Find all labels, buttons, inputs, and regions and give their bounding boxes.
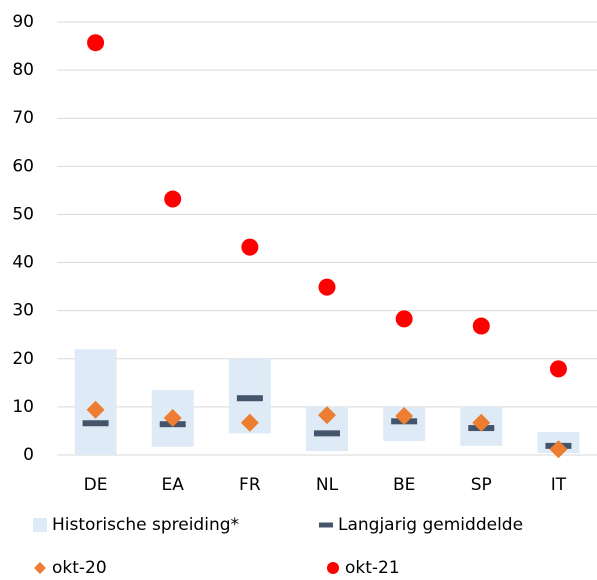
circle-marker: [472, 317, 490, 335]
x-tick-label: NL: [316, 475, 339, 495]
x-tick-label: DE: [84, 475, 108, 495]
x-tick-label: FR: [239, 475, 261, 495]
y-tick-label: 50: [12, 204, 34, 224]
y-tick-label: 10: [12, 397, 34, 417]
y-tick-label: 0: [23, 445, 34, 465]
average-dash: [82, 420, 109, 427]
circle-marker: [395, 310, 413, 328]
y-tick-label: 70: [12, 108, 34, 128]
y-tick-label: 30: [12, 301, 34, 321]
circle-marker: [87, 34, 105, 52]
diamond-marker: [318, 406, 336, 425]
diamond-marker: [549, 440, 568, 459]
diamond-marker: [240, 413, 259, 432]
circle-marker: [318, 278, 336, 296]
y-tick-label: 90: [12, 12, 34, 32]
legend-label: Historische spreiding*: [52, 515, 239, 535]
legend-label: okt-20: [52, 558, 107, 578]
diamond-marker: [163, 408, 182, 427]
x-tick-label: BE: [393, 475, 415, 495]
average-dash: [314, 430, 340, 437]
diamond-marker: [86, 400, 105, 419]
y-tick-label: 40: [12, 253, 34, 273]
legend-swatch: [319, 522, 333, 528]
x-tick-label: SP: [471, 475, 492, 495]
average-dash: [236, 395, 263, 402]
legend-swatch: [34, 562, 46, 574]
x-tick-label: EA: [162, 475, 185, 495]
circle-marker: [241, 238, 259, 256]
legend-swatch: [33, 518, 47, 532]
legend-label: Langjarig gemiddelde: [338, 515, 523, 535]
circle-marker: [549, 360, 567, 378]
legend-swatch: [327, 562, 339, 574]
y-tick-label: 60: [12, 156, 34, 176]
legend-label: okt-21: [345, 558, 400, 578]
y-tick-label: 20: [12, 349, 34, 369]
circle-marker: [164, 190, 182, 208]
diamond-marker: [395, 407, 414, 426]
diamond-marker: [472, 413, 491, 432]
y-tick-label: 80: [12, 60, 34, 80]
x-tick-label: IT: [551, 475, 567, 495]
